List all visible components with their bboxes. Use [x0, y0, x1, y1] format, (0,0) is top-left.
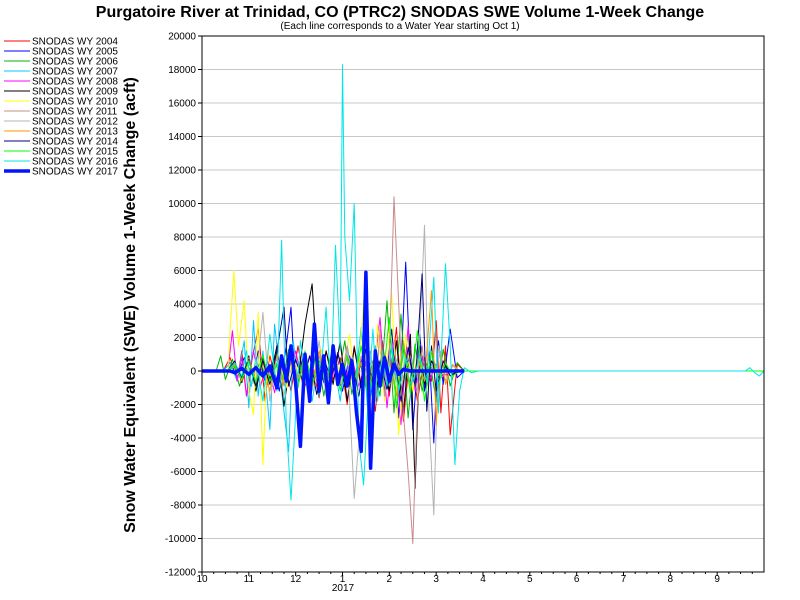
- y-tick-label: -12000: [165, 568, 197, 579]
- y-tick-label: 16000: [168, 99, 196, 110]
- series-line: [222, 320, 764, 436]
- y-axis-ticks: 2000018000160001400012000100008000600040…: [165, 32, 202, 579]
- legend-label: SNODAS WY 2010: [32, 97, 118, 108]
- x-tick-label: 1: [340, 574, 346, 585]
- y-tick-label: 12000: [168, 166, 196, 177]
- y-tick-label: 8000: [174, 233, 197, 244]
- legend-label: SNODAS WY 2006: [32, 57, 118, 68]
- legend-label: SNODAS WY 2007: [32, 67, 118, 78]
- series-line: [202, 270, 465, 470]
- y-tick-label: -2000: [170, 400, 196, 411]
- x-tick-label: 2: [387, 574, 393, 585]
- y-tick-label: 20000: [168, 32, 196, 43]
- x-tick-label: 6: [574, 574, 580, 585]
- series-line: [227, 64, 765, 501]
- y-tick-label: 10000: [168, 199, 196, 210]
- y-tick-label: 6000: [174, 266, 197, 277]
- x-tick-label: 5: [527, 574, 533, 585]
- legend-label: SNODAS WY 2009: [32, 87, 118, 98]
- x-tick-label: 9: [714, 574, 720, 585]
- x-tick-label: 11: [244, 574, 255, 585]
- chart-title: Purgatoire River at Trinidad, CO (PTRC2)…: [96, 4, 705, 21]
- x-tick-label: 4: [480, 574, 486, 585]
- y-tick-label: -6000: [170, 467, 196, 478]
- y-tick-label: -8000: [170, 501, 196, 512]
- y-tick-label: 4000: [174, 300, 197, 311]
- y-axis-label: Snow Water Equivalent (SWE) Volume 1-Wee…: [122, 77, 139, 533]
- legend-label: SNODAS WY 2015: [32, 147, 118, 158]
- legend-label: SNODAS WY 2008: [32, 77, 118, 88]
- x-tick-label: 8: [668, 574, 674, 585]
- y-tick-label: 18000: [168, 65, 196, 76]
- y-tick-label: -4000: [170, 434, 196, 445]
- grid-lines: [202, 35, 764, 573]
- legend-label: SNODAS WY 2005: [32, 47, 118, 58]
- series-line: [227, 316, 764, 409]
- legend-label: SNODAS WY 2017: [32, 167, 118, 178]
- x-tick-label: 3: [433, 574, 439, 585]
- legend-label: SNODAS WY 2012: [32, 117, 118, 128]
- x-tick-label: 7: [621, 574, 627, 585]
- chart-subtitle: (Each line corresponds to a Water Year s…: [280, 21, 519, 32]
- data-series: [202, 64, 765, 544]
- y-tick-label: 2000: [174, 333, 197, 344]
- legend-label: SNODAS WY 2013: [32, 127, 118, 138]
- x-tick-label: 12: [290, 574, 302, 585]
- x-axis-ticks: 10 11 12 1 2 3 4 5 6 7 8 9: [196, 572, 753, 585]
- legend-label: SNODAS WY 2016: [32, 157, 118, 168]
- y-tick-label: -10000: [165, 534, 197, 545]
- legend-label: SNODAS WY 2004: [32, 37, 118, 48]
- y-tick-label: 0: [190, 367, 196, 378]
- x-tick-label: 10: [196, 574, 208, 585]
- legend-label: SNODAS WY 2014: [32, 137, 118, 148]
- x-year-label: 2017: [332, 583, 355, 594]
- y-tick-label: 14000: [168, 132, 196, 143]
- legend-label: SNODAS WY 2011: [32, 107, 118, 118]
